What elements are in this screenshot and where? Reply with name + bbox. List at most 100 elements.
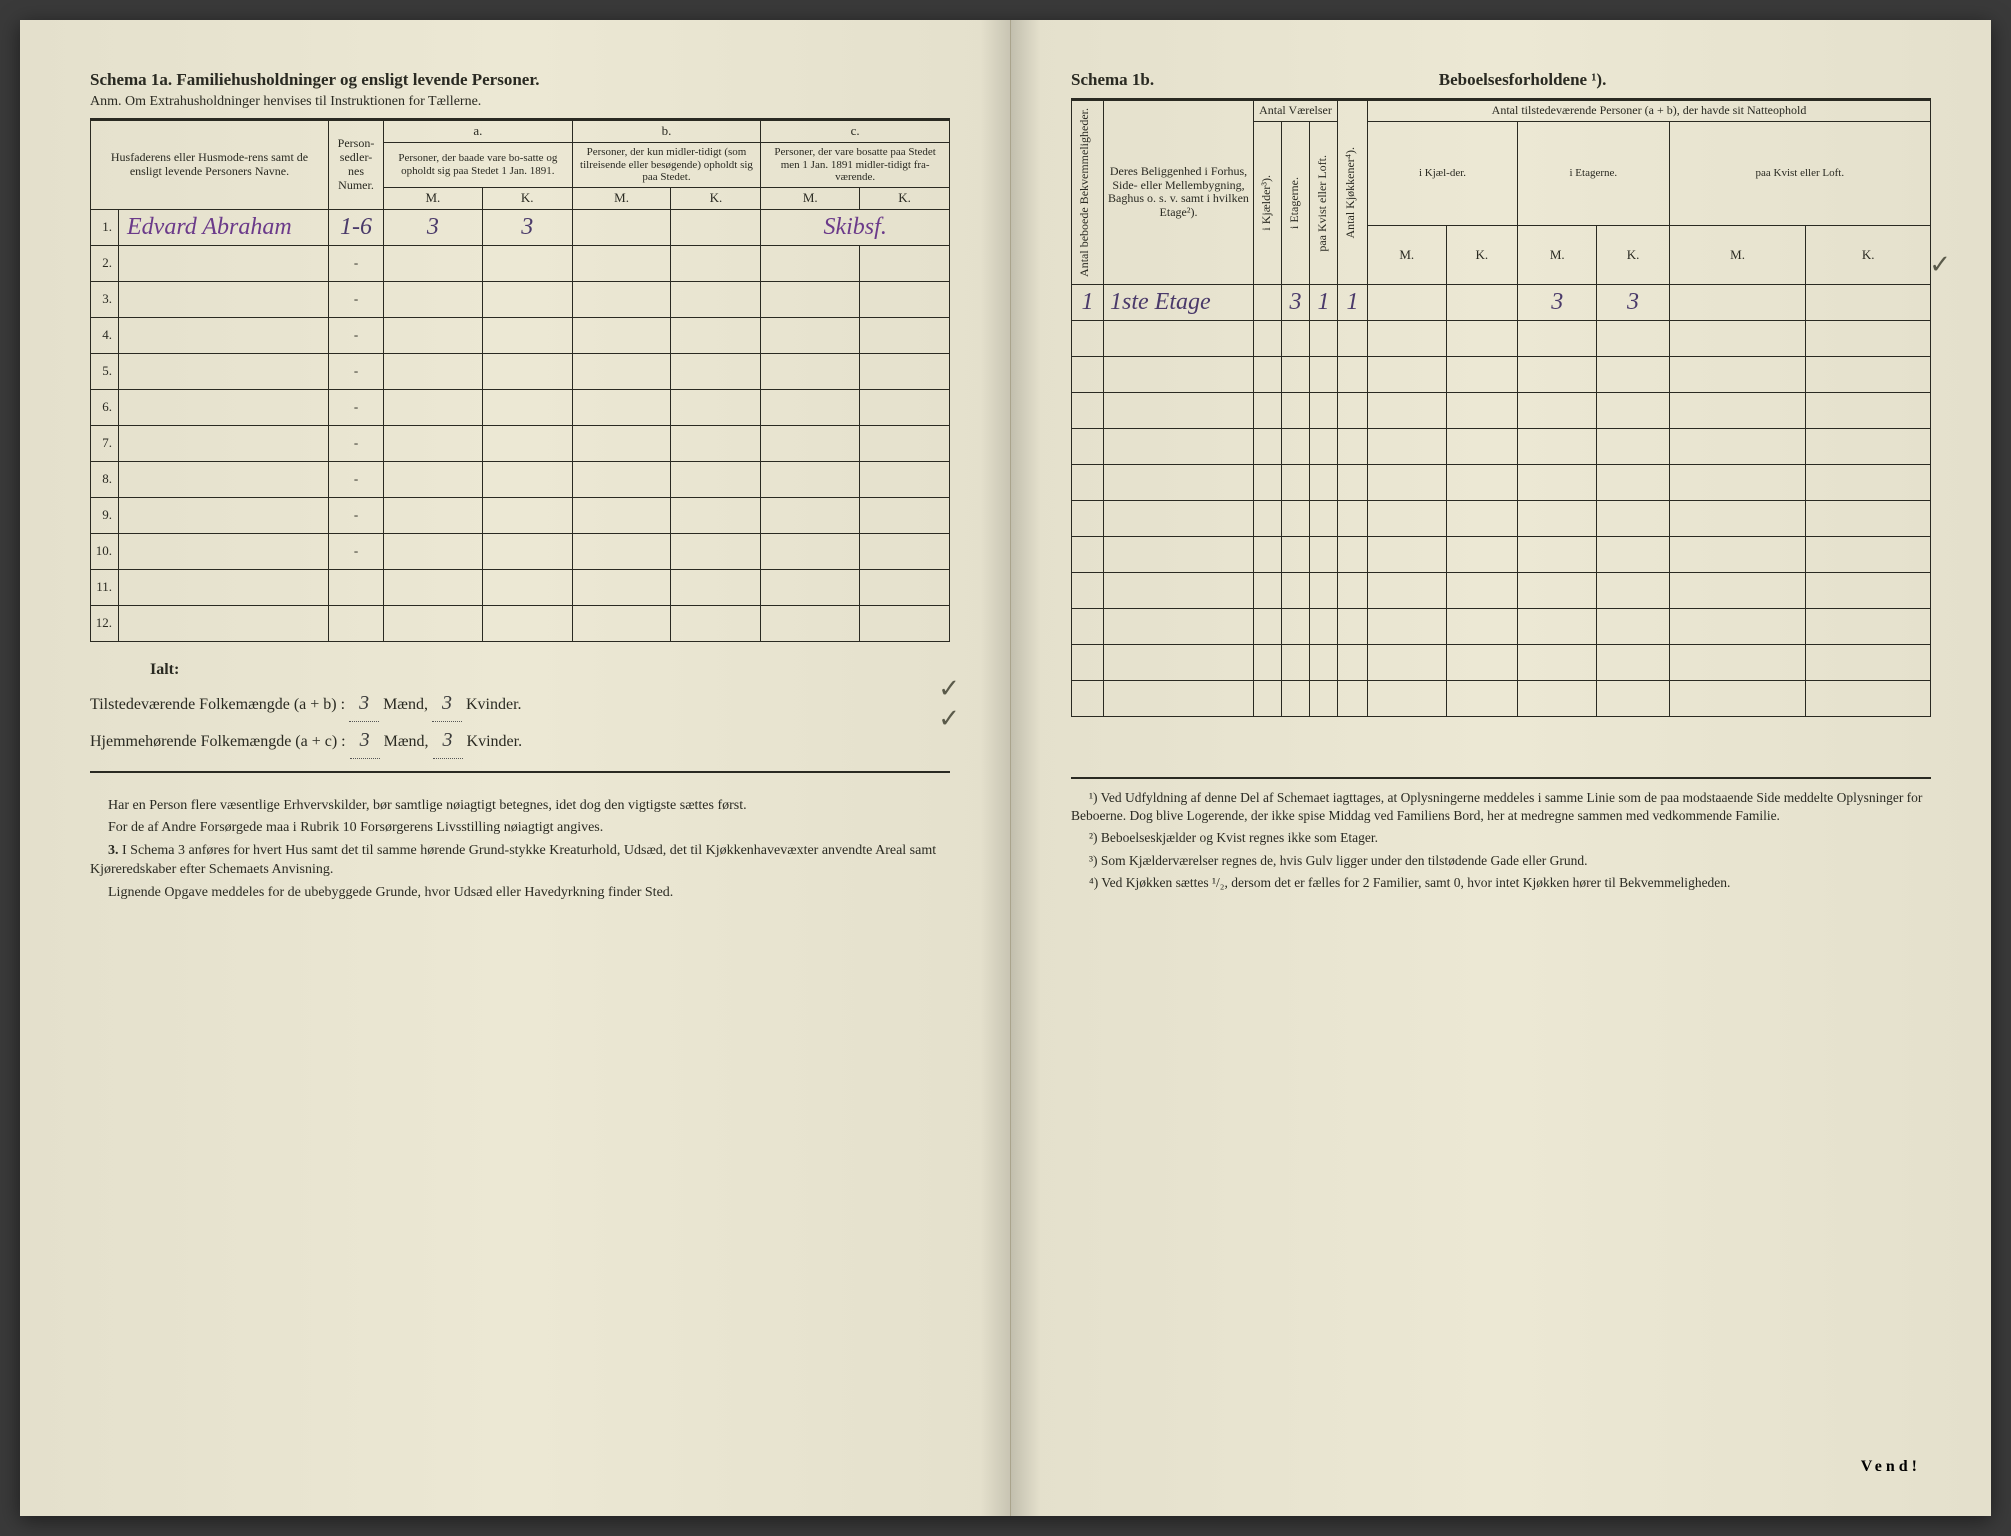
cell (761, 497, 860, 533)
cell (1368, 320, 1447, 356)
cell (1806, 536, 1931, 572)
col-antal-vaerelser: Antal Værelser (1254, 101, 1338, 122)
table-row: 10.- (91, 533, 950, 569)
cell (1669, 392, 1806, 428)
cell (860, 353, 950, 389)
footnote-1: Har en Person flere væsentlige Erhvervsk… (90, 797, 950, 816)
cell (384, 461, 483, 497)
cell (119, 281, 329, 317)
schema-1a-title: Schema 1a. Familiehusholdninger og ensli… (90, 70, 950, 90)
cell (1104, 392, 1254, 428)
cell (1338, 608, 1368, 644)
cell (482, 461, 572, 497)
footnote-3: 3. I Schema 3 anføres for hvert Hus samt… (90, 842, 950, 880)
mk-k: K. (1446, 226, 1517, 285)
col-kjokkener: Antal Kjøkkener⁴). (1342, 143, 1360, 243)
cell (860, 389, 950, 425)
cell (1368, 500, 1447, 536)
cell (1446, 608, 1517, 644)
mk-m: M. (1368, 226, 1447, 285)
cell (1368, 644, 1447, 680)
table-row (1072, 608, 1931, 644)
hjemme-k: 3 (433, 722, 463, 759)
cell: - (329, 281, 384, 317)
cell (119, 425, 329, 461)
cell (1597, 392, 1669, 428)
table-row: 4.- (91, 317, 950, 353)
cell (1254, 320, 1282, 356)
cell (1806, 644, 1931, 680)
cell: 10. (91, 533, 119, 569)
cell (1282, 464, 1310, 500)
footnote-r2: ²) Beboelseskjælder og Kvist regnes ikke… (1071, 829, 1931, 847)
cell (1446, 536, 1517, 572)
table-row: 3. - (91, 281, 950, 317)
hjemme-m: 3 (350, 722, 380, 759)
cell (1282, 536, 1310, 572)
cell (1338, 500, 1368, 536)
table-1a: Husfaderens eller Husmode-rens samt de e… (90, 120, 950, 642)
group-b-label: b. (572, 121, 761, 143)
cell (761, 281, 860, 317)
cell (1446, 428, 1517, 464)
cell (1806, 608, 1931, 644)
cell (761, 533, 860, 569)
cell (1104, 572, 1254, 608)
cell (860, 605, 950, 641)
col-c-k: K. (860, 187, 950, 209)
cell (1072, 464, 1104, 500)
cell (1282, 428, 1310, 464)
group-c-desc: Personer, der vare bosatte paa Stedet me… (761, 142, 950, 187)
cell (1310, 392, 1338, 428)
cell (1310, 464, 1338, 500)
cell (1072, 428, 1104, 464)
cell (1518, 536, 1597, 572)
vend-label: Vend! (1861, 1458, 1921, 1476)
cell (1806, 500, 1931, 536)
right-page: Schema 1b. Beboelsesforholdene ¹). Antal… (1011, 20, 1991, 1516)
cell (1597, 536, 1669, 572)
schema-1b-title: Schema 1b. (1071, 70, 1154, 90)
col-a-k: K. (482, 187, 572, 209)
cell (761, 461, 860, 497)
col-i-kjaelder: i Kjælder³). (1258, 171, 1276, 235)
cell (1310, 428, 1338, 464)
cell (1518, 644, 1597, 680)
cell (119, 353, 329, 389)
table-1b: Antal beboede Bekvemmeligheder. Deres Be… (1071, 100, 1931, 717)
cell (1282, 572, 1310, 608)
cell (1518, 680, 1597, 716)
cell (1072, 680, 1104, 716)
cell (1338, 680, 1368, 716)
cell (572, 209, 671, 245)
table-row (1072, 320, 1931, 356)
cell (1597, 608, 1669, 644)
table-row: 5.- (91, 353, 950, 389)
cell (482, 605, 572, 641)
table-row: 6.- (91, 389, 950, 425)
cell (1806, 428, 1931, 464)
cell (1446, 464, 1517, 500)
schema-1b-subtitle: Beboelsesforholdene ¹). (1439, 70, 1607, 90)
col-a-m: M. (384, 187, 483, 209)
cell: 1-6 (329, 209, 384, 245)
cell (1072, 356, 1104, 392)
cell: 5. (91, 353, 119, 389)
table-row: 9.- (91, 497, 950, 533)
footnotes-left: Har en Person flere væsentlige Erhvervsk… (90, 797, 950, 903)
totals-block: Ialt: Tilstedeværende Folkemængde (a + b… (90, 656, 950, 759)
cell (1446, 572, 1517, 608)
col-b-m: M. (572, 187, 671, 209)
cell (572, 461, 671, 497)
cell: 1 (1310, 284, 1338, 320)
cell: 3. (91, 281, 119, 317)
cell (1446, 392, 1517, 428)
cell (860, 245, 950, 281)
cell (1282, 500, 1310, 536)
cell (119, 497, 329, 533)
footnote-r3: ³) Som Kjælderværelser regnes de, hvis G… (1071, 852, 1931, 870)
cell (572, 353, 671, 389)
schema-1a-anm: Anm. Om Extrahusholdninger henvises til … (90, 94, 950, 110)
cell (1104, 320, 1254, 356)
cell (1338, 356, 1368, 392)
